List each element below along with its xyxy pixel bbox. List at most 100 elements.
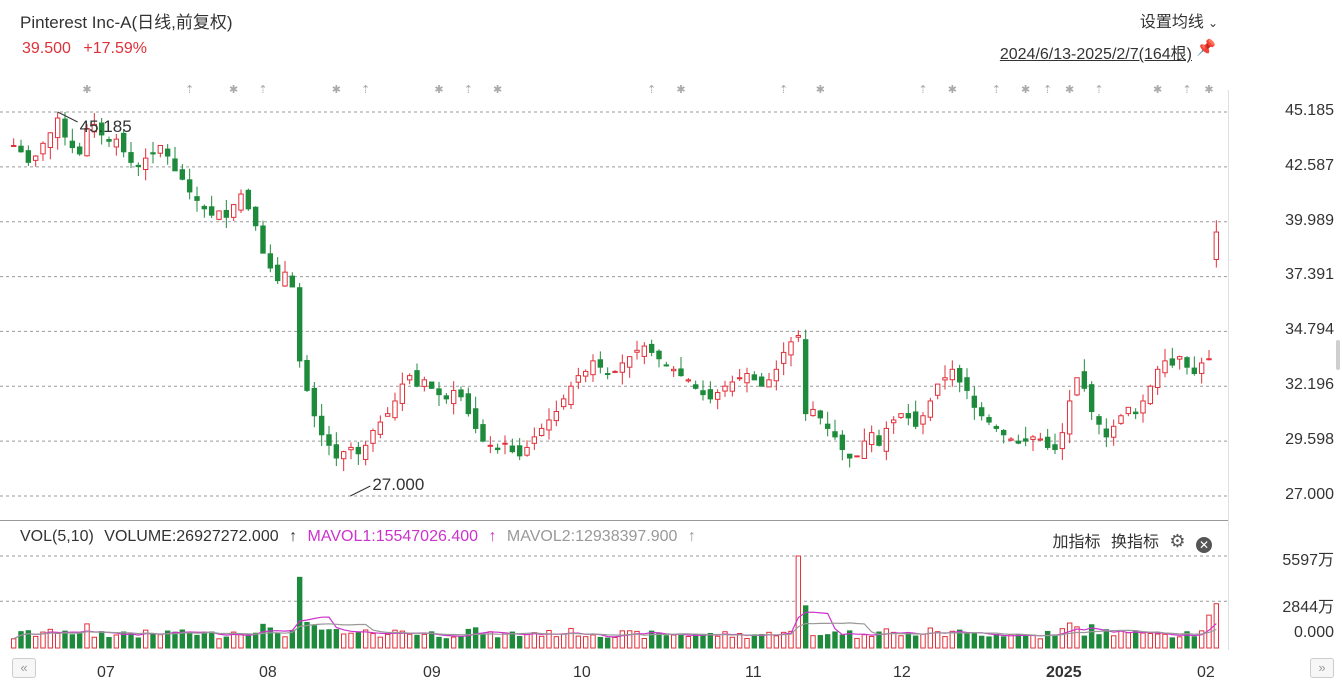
volume-bar: [172, 631, 178, 649]
volume-bar: [685, 636, 692, 649]
volume-bar: [1110, 635, 1117, 649]
switch-indicator-button[interactable]: 换指标: [1110, 534, 1159, 551]
volume-bar: [663, 635, 670, 649]
volume-bar: [538, 635, 545, 649]
volume-bar: [1037, 638, 1044, 649]
price-info: 39.500 +17.59%: [22, 40, 155, 58]
volume-bar: [472, 627, 479, 649]
volume-bar: [876, 631, 882, 649]
event-up-marker: ⇡: [258, 83, 267, 96]
volume-tick: 2844万: [1282, 599, 1334, 616]
candle-body: [355, 446, 362, 455]
volume-bar: [274, 632, 281, 649]
candle-body: [722, 385, 728, 392]
candle-body: [172, 158, 178, 172]
candle-body: [54, 117, 61, 139]
low-marker-label: 27.000: [372, 475, 424, 494]
volume-bar: [370, 633, 376, 649]
candle-body: [780, 351, 787, 364]
candle-body: [956, 368, 963, 383]
add-indicator-button[interactable]: 加指标: [1052, 534, 1101, 551]
vol-title: VOL(5,10): [20, 528, 94, 545]
volume-bar: [736, 633, 743, 649]
candle-body: [1154, 368, 1161, 388]
close-icon[interactable]: ✕: [1196, 537, 1212, 553]
x-tick: 02: [1197, 664, 1215, 681]
candle-body: [164, 148, 171, 157]
candle-body: [267, 253, 274, 269]
volume-bar: [414, 634, 420, 649]
candle-body: [685, 379, 692, 382]
volume-bar: [766, 631, 772, 649]
volume-bar: [450, 636, 457, 649]
candle-body: [230, 204, 237, 218]
volume-tick: 5597万: [1282, 552, 1334, 569]
volume-bar: [40, 631, 46, 649]
volume-bar: [516, 635, 523, 649]
date-range-link[interactable]: 2024/6/13-2025/2/7(164根): [999, 46, 1192, 63]
candle-body: [69, 140, 76, 149]
candle-body: [1037, 438, 1044, 441]
candle-body: [318, 415, 325, 436]
candle-body: [868, 432, 875, 446]
scroll-right-button[interactable]: »: [1310, 658, 1334, 678]
event-up-marker: ⇡: [1094, 83, 1103, 96]
candle-body: [260, 225, 266, 254]
candle-body: [949, 368, 956, 381]
mavol1-value: MAVOL1:15547026.400: [307, 528, 479, 545]
volume-bar: [304, 621, 310, 649]
ma-setting-button[interactable]: 设置均线 ⌄: [1140, 8, 1218, 32]
volume-bar: [1000, 636, 1007, 649]
candle-body: [927, 400, 934, 418]
candle-body: [186, 179, 193, 193]
candle-body: [707, 389, 714, 400]
candle-body: [1081, 371, 1088, 389]
price-tick: 27.000: [1285, 486, 1334, 503]
candle-body: [1184, 357, 1190, 368]
volume-bar: [1198, 630, 1205, 649]
volume-bar: [208, 631, 215, 649]
gear-icon[interactable]: ⚙: [1169, 531, 1186, 551]
candle-body: [157, 144, 164, 154]
candle-body: [1147, 385, 1154, 405]
volume-bar: [729, 636, 736, 649]
candle-body: [986, 417, 992, 423]
candle-body: [84, 128, 90, 157]
candle-body: [795, 335, 802, 338]
volume-bar: [194, 634, 200, 649]
volume-bar: [186, 631, 193, 649]
volume-bar: [890, 631, 897, 649]
volume-bar: [18, 631, 24, 649]
event-up-marker: ⇡: [361, 83, 370, 96]
candle-body: [839, 434, 846, 451]
candle-body: [443, 395, 450, 400]
x-tick-year: 2025: [1046, 664, 1082, 681]
volume-bar: [905, 632, 912, 649]
event-up-marker: ⇡: [992, 83, 1001, 96]
candle-body: [1088, 384, 1095, 413]
volume-bar: [619, 630, 626, 649]
candle-body: [582, 370, 589, 377]
volume-bar: [509, 631, 516, 649]
ma-setting-label: 设置均线: [1139, 14, 1204, 31]
volume-bar: [1147, 633, 1154, 649]
volume-bar: [458, 635, 464, 649]
candle-body: [47, 132, 54, 148]
volume-bar: [810, 635, 816, 649]
event-marker: ✱: [1204, 83, 1213, 96]
candle-body: [194, 196, 200, 201]
scrollbar[interactable]: [1336, 340, 1340, 370]
volume-bar: [54, 632, 61, 649]
volume-bar: [238, 633, 244, 649]
volume-bar: [978, 635, 985, 649]
volume-bar: [553, 636, 560, 649]
volume-bar: [348, 632, 354, 649]
candle-body: [648, 343, 655, 353]
pin-icon[interactable]: 📌: [1196, 40, 1216, 57]
candle-body: [377, 421, 384, 435]
volume-bar: [626, 630, 633, 649]
volume-bar: [700, 633, 706, 649]
scroll-left-button[interactable]: «: [12, 658, 36, 678]
candle-body: [98, 122, 105, 136]
